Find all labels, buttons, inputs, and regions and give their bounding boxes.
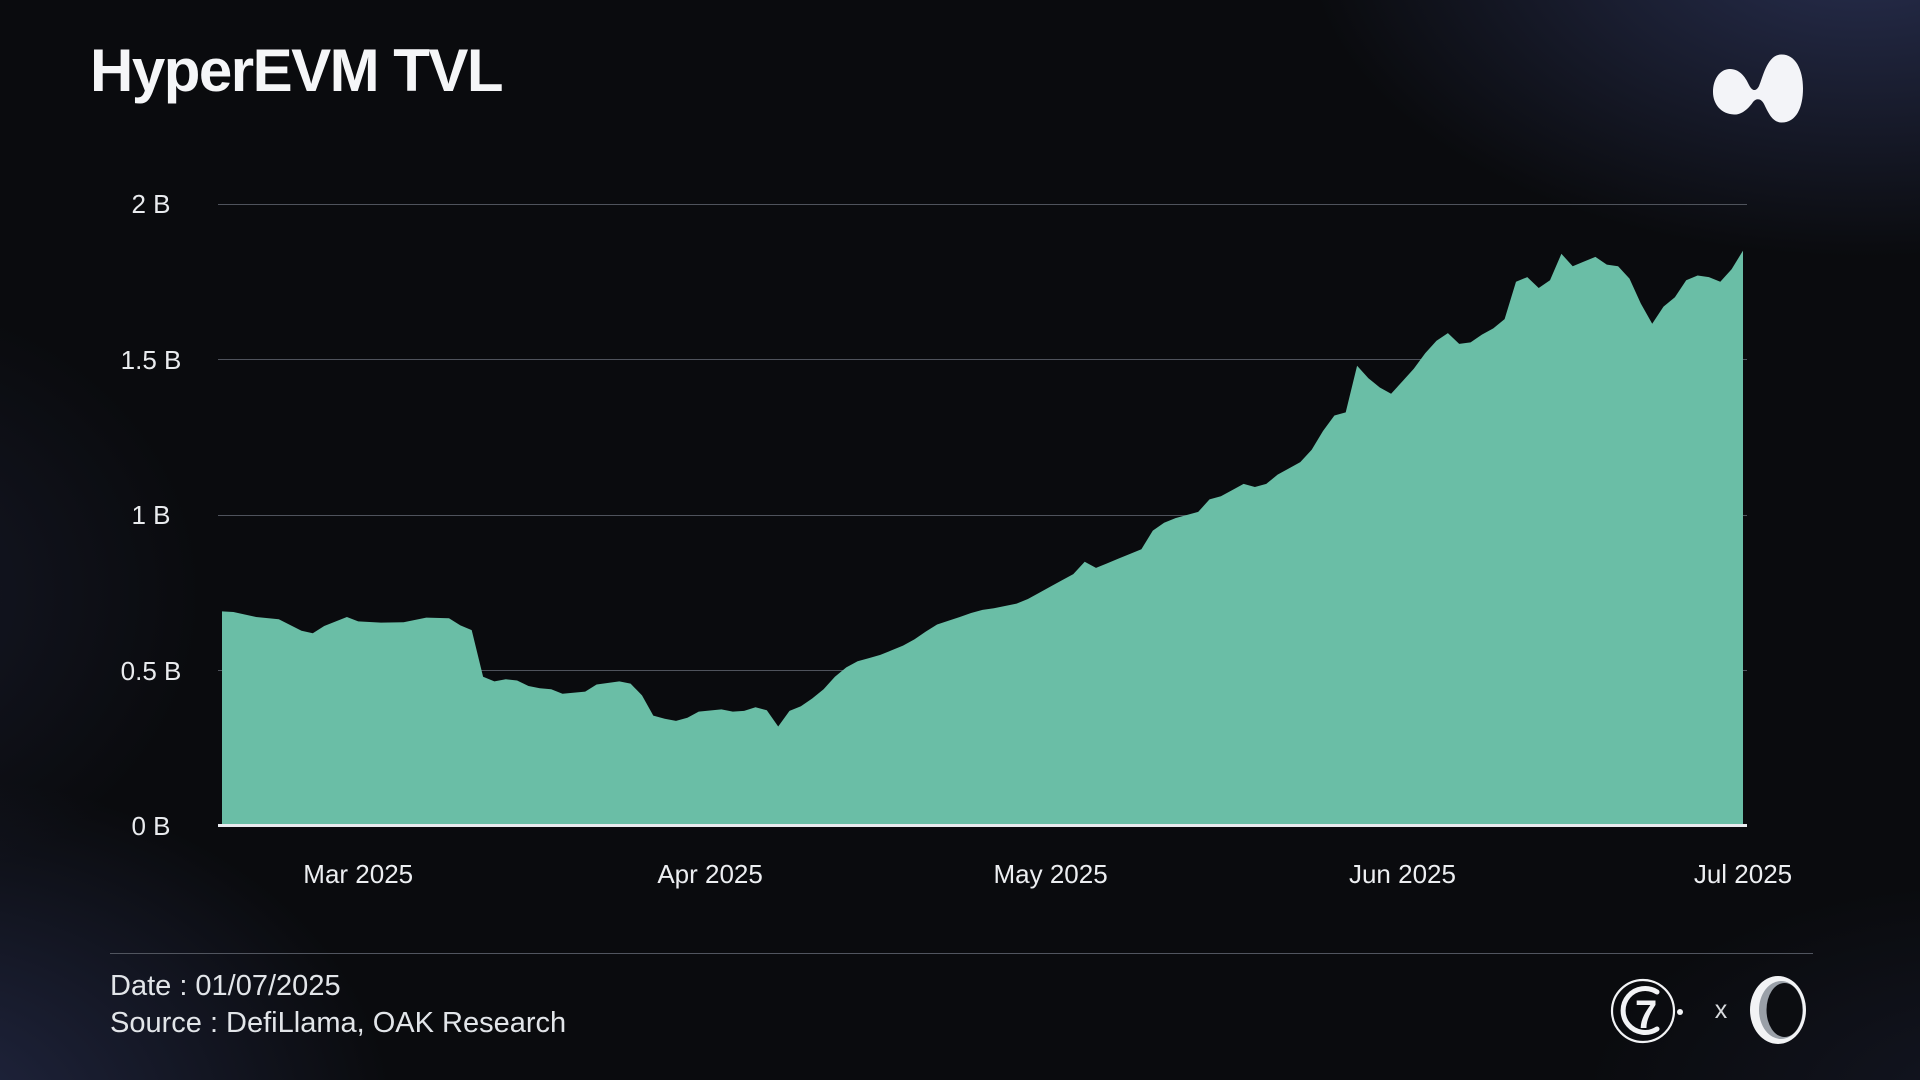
collab-x-label: x: [1714, 996, 1728, 1024]
hyperliquid-blob-logo: [1710, 50, 1810, 131]
x-tick-label: Mar 2025: [303, 859, 414, 889]
footer-source: Source : DefiLlama, OAK Research: [110, 1007, 567, 1039]
gridline-2B: [218, 203, 1747, 205]
gridline-1.5B: [218, 359, 1747, 360]
g7-circle-logo: 7: [1609, 977, 1685, 1050]
y-tick-label: 1 B: [131, 500, 171, 530]
x-tick-label: May 2025: [993, 859, 1108, 889]
x-axis-line: [218, 824, 1747, 827]
tvl-area: [222, 250, 1743, 826]
x-tick-label: Apr 2025: [657, 859, 763, 889]
footer-divider: [110, 953, 1813, 954]
x-tick-label: Jul 2025: [1693, 859, 1793, 889]
oak-ring-logo: [1748, 973, 1810, 1052]
ring-icon: [1750, 976, 1806, 1044]
gridline-1B: [218, 514, 1747, 516]
y-tick-label: 0.5 B: [120, 655, 182, 686]
g7-icon: 7: [1610, 978, 1683, 1044]
y-tick-label: 1.5 B: [120, 344, 182, 375]
tvl-area-plot: [222, 250, 1743, 826]
x-tick-label: Jun 2025: [1348, 859, 1456, 889]
y-tick-label: 0 B: [131, 811, 171, 841]
svg-text:7: 7: [1635, 993, 1657, 1037]
y-tick-label: 2 B: [131, 189, 171, 219]
footer-meta: Date : 01/07/2025 Source : DefiLlama, OA…: [110, 968, 566, 1042]
footer-date: Date : 01/07/2025: [110, 970, 341, 1002]
page-title: HyperEVM TVL: [90, 37, 504, 104]
blob-icon: [1713, 54, 1803, 123]
